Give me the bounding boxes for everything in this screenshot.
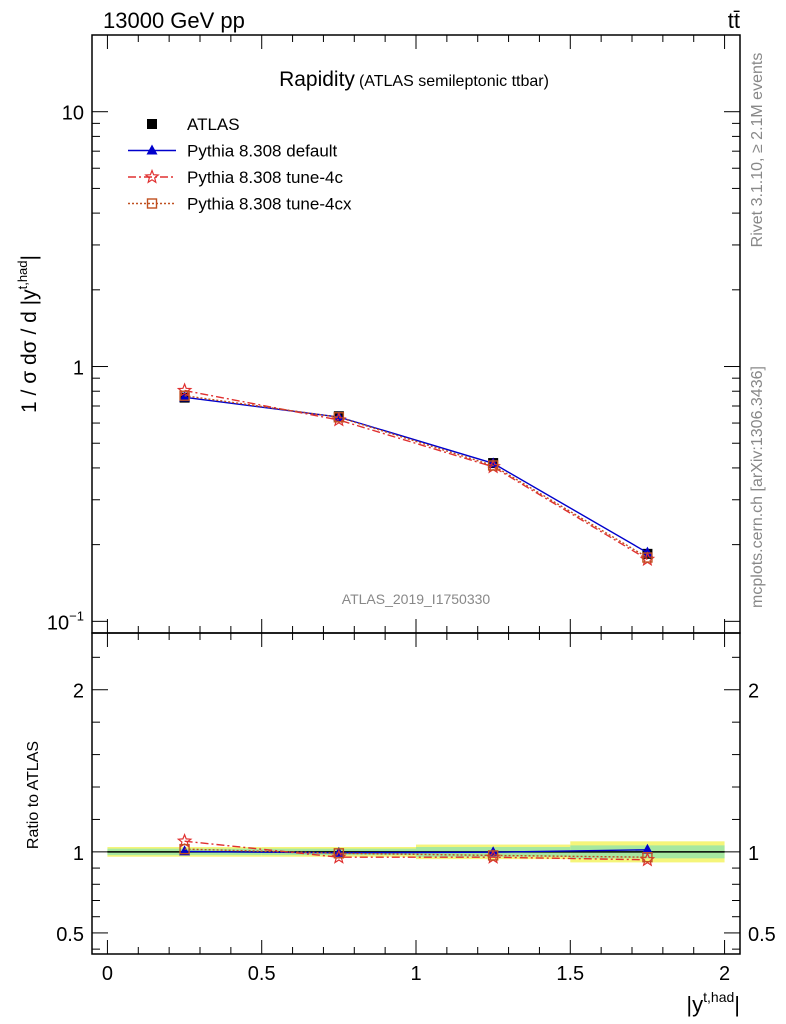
main-ytick-label: 10: [62, 103, 84, 125]
legend-entry-3: Pythia 8.308 tune-4cx: [128, 195, 352, 214]
main-ytick-label: 1: [73, 358, 84, 380]
main-point-3-2: [487, 460, 499, 471]
ratio-panel: 0.5 0.5 1 1 2 2 0 0.5 1 1.5 2 Ratio to ATLAS |yt,…: [25, 632, 776, 1017]
ratio-ytick-label-left: 2: [73, 681, 84, 703]
main-point-3-1: [333, 412, 345, 423]
ratio-ytick-label-right: 0.5: [748, 924, 776, 946]
ratio-panel-frame: [91, 632, 741, 955]
x-tick-label: 1: [410, 963, 421, 985]
legend-marker-3: [146, 198, 158, 209]
main-series-2: [176, 382, 656, 567]
ratio-point-0-0: [179, 845, 191, 856]
legend-entry-2: Pythia 8.308 tune-4c: [128, 168, 343, 187]
x-tick-label: 2: [719, 963, 730, 985]
main-series-3: [179, 390, 653, 563]
x-tick-label: 0.5: [248, 963, 276, 985]
legend-label-3: Pythia 8.308 tune-4cx: [187, 195, 352, 214]
main-plot-title: Rapidity (ATLAS semileptonic ttbar): [279, 68, 549, 91]
x-tick-label: 0: [102, 963, 113, 985]
main-point-3-0: [179, 390, 190, 401]
ratio-series-line-0: [184, 849, 648, 854]
ratio-series-2: [179, 843, 653, 863]
main-ytick-label-base: 10: [62, 103, 84, 125]
legend: ATLAS Pythia 8.308 default Pythia 8.308 tu…: [128, 115, 352, 214]
ratio-point-2-1: [333, 848, 345, 859]
main-point-1-1: [333, 410, 345, 421]
ratio-point-2-0: [179, 843, 190, 855]
mcplots-reference-label: mcplots.cern.ch [arXiv:1306.3436]: [749, 366, 766, 608]
legend-label-1: Pythia 8.308 default: [187, 142, 338, 161]
legend-marker-1: [146, 144, 158, 155]
main-series-line-2: [184, 389, 648, 561]
main-series-line-3: [184, 395, 648, 559]
main-series-0: [179, 392, 653, 559]
analysis-id-label: ATLAS_2019_I1750330: [342, 591, 491, 607]
ratio-ytick-label-right: 1: [748, 843, 759, 865]
main-ytick-label: 10−1: [47, 608, 84, 634]
ratio-ytick-label-left: 1: [73, 843, 84, 865]
legend-label-0: ATLAS: [187, 115, 240, 134]
main-point-2-0: [176, 382, 193, 398]
main-series-line-1: [184, 396, 648, 554]
legend-label-2: Pythia 8.308 tune-4c: [187, 168, 343, 187]
header-energy-label: 13000 GeV pp: [103, 8, 245, 33]
legend-entry-1: Pythia 8.308 default: [128, 142, 338, 161]
ratio-point-2-3: [642, 852, 653, 863]
main-ytick-label-exp: −1: [69, 608, 84, 623]
ratio-ytick-label-right: 2: [748, 681, 759, 703]
rivet-version-label: Rivet 3.1.10, ≥ 2.1M events: [749, 53, 766, 248]
legend-entry-0: ATLAS: [147, 115, 240, 134]
ratio-series-line-2: [184, 848, 648, 858]
ratio-y-axis-label: Ratio to ATLAS: [25, 741, 42, 849]
ratio-series-line-1: [184, 840, 648, 861]
main-series-1: [179, 391, 653, 557]
main-point-3-3: [642, 552, 653, 563]
legend-marker-0: [147, 119, 157, 129]
header-process-label: tt̄: [728, 8, 740, 33]
legend-marker-2: [144, 168, 160, 184]
x-axis-label: |yt,had|: [686, 989, 740, 1017]
ratio-ytick-label-left: 0.5: [56, 924, 84, 946]
main-ytick-label-base: 10: [47, 612, 69, 634]
main-y-axis-label: 1 / σ dσ / d |yt,had|: [15, 255, 41, 413]
ratio-point-0-3: [641, 843, 653, 854]
main-ytick-label-base: 1: [73, 358, 84, 380]
ratio-point-2-2: [487, 850, 499, 861]
x-tick-label: 1.5: [556, 963, 584, 985]
